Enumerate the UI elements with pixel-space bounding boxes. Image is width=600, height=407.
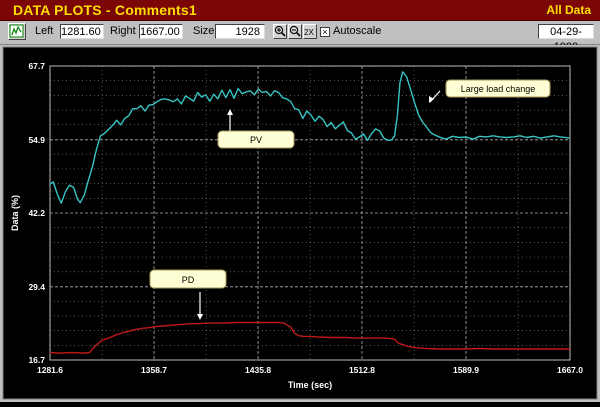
plot-frame: 67.7 54.9 42.2 29.4 16.7 1281.6 1358.7 1435.8 15… [0,45,600,402]
y-tick-label: 29.4 [28,282,45,292]
annotation-pd: PD [149,269,227,320]
y-tick-label: 16.7 [28,355,45,365]
autoscale-label: Autoscale [333,25,382,37]
grid-layer [49,65,571,361]
zoom-2x-button[interactable]: 2X [303,24,317,39]
zoom-out-icon [289,25,301,37]
y-axis-label: Data (%) [10,195,20,231]
right-label: Right [110,25,136,37]
series-line-pd [49,321,570,354]
right-input[interactable]: 1667.00 [139,24,183,39]
pd-arrowhead [197,314,203,320]
y-tick-label: 42.2 [28,208,45,218]
y-tick-label: 67.7 [28,61,45,71]
large-load-arrowhead [429,96,434,103]
all-data-label[interactable]: All Data [546,3,591,17]
zoom-out-button[interactable] [288,24,302,39]
pv-arrowhead [227,109,233,115]
left-input[interactable]: 1281.60 [60,24,104,39]
pd-text: PD [182,275,195,285]
x-tick-label: 1435.8 [245,365,271,375]
x-tick-label: 1667.0 [557,365,583,375]
left-label: Left [35,25,54,37]
x-tick-label: 1358.7 [141,365,167,375]
annotation-pv: PV [217,109,295,149]
chart-icon [9,24,24,38]
large-load-callout [445,79,551,98]
size-input[interactable]: 1928 [215,24,265,39]
series-layer [49,71,571,354]
x-tick-label: 1589.9 [453,365,479,375]
autoscale-checkbox[interactable]: × [320,27,330,37]
annotation-large-load-change: Large load change [429,79,551,103]
x-axis-label: Time (sec) [288,380,332,390]
window-title: DATA PLOTS - Comments1 [13,2,197,18]
pv-text: PV [250,135,262,145]
size-label: Size [193,25,215,37]
pv-callout [217,130,295,149]
series-line-pv [49,71,571,204]
zoom-in-icon [274,25,286,37]
title-bar: DATA PLOTS - Comments1 All Data [0,0,600,21]
x-tick-label: 1281.6 [37,365,63,375]
svg-text:2X: 2X [304,28,314,37]
pd-callout [149,269,227,289]
y-tick-label: 54.9 [28,135,45,145]
chart-mode-button[interactable] [8,23,26,40]
zoom-in-button[interactable] [273,24,287,39]
toolbar: Left 1281.60 Right 1667.00 Size 1928 2X … [0,21,600,53]
zoom-2x-icon: 2X [304,28,314,37]
x-tick-label: 1512.8 [349,365,375,375]
large-load-text: Large load change [461,84,536,94]
date-field[interactable]: 04-29-1999 [538,24,594,53]
